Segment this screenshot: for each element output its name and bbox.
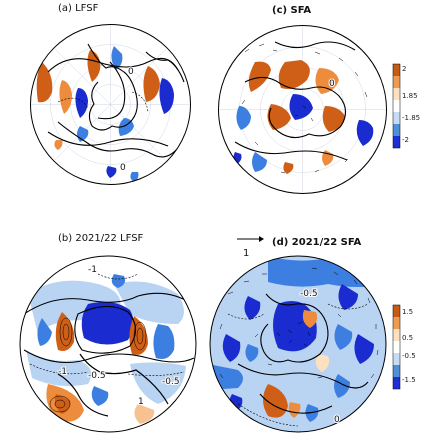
anomaly-patch (59, 80, 72, 114)
contour-line (23, 292, 193, 315)
panel-c-map: 0 (218, 25, 387, 194)
panel-d-map: -0.5 0 (209, 255, 387, 433)
anomaly-patch (134, 404, 155, 424)
colorbar-tick: -1.85 (402, 114, 420, 122)
coastline (79, 353, 169, 405)
panel-c-title: (c) SFA (272, 5, 312, 16)
contour-line (47, 57, 179, 73)
anomaly-patch (111, 46, 123, 70)
coastline (57, 373, 109, 417)
anomaly-patch (129, 316, 148, 355)
anomaly-patch (153, 324, 175, 359)
anomaly-patch (111, 274, 126, 288)
anomaly-patch (322, 106, 345, 132)
panel-b-map: -1 -1 -0.5 -0.5 1 (19, 255, 197, 433)
coastline (260, 293, 329, 363)
colorbar-swatch (393, 365, 400, 377)
colorbar-swatch (393, 353, 400, 365)
colorbar-bottom: 1.5 0.5 -0.5 -1.5 (392, 304, 416, 390)
panel-b-title: (b) 2021/22 LFSF (58, 233, 144, 244)
coastline (234, 141, 348, 161)
contour-line (74, 305, 137, 354)
anomaly-patch (222, 334, 241, 362)
coastline (57, 121, 179, 158)
coastline (87, 43, 138, 131)
colorbar-tick: -2 (402, 136, 409, 144)
colorbar-swatch (393, 329, 400, 341)
anomaly-patch (143, 66, 160, 102)
panel-a-title: (a) LFSF (58, 3, 99, 14)
colorbar-swatch (393, 377, 400, 389)
anomaly-patch (54, 140, 63, 150)
anomaly-patch (106, 166, 117, 178)
contour-label: -0.5 (162, 377, 180, 387)
colorbar-tick: 1.85 (402, 92, 418, 100)
anomaly-patch (248, 61, 271, 92)
coastline (259, 393, 333, 414)
anomaly-patch (37, 318, 52, 346)
anomaly-patch (288, 402, 301, 418)
anomaly-patch (334, 374, 350, 398)
contour-label: -1 (88, 265, 97, 275)
anomaly-patch (356, 120, 374, 146)
anomaly-patch (315, 354, 330, 372)
anomaly-patch (75, 88, 88, 118)
colorbar-swatch (393, 124, 400, 136)
anomaly-patch (252, 152, 267, 172)
coastline (244, 76, 347, 139)
contour-label: -1 (58, 367, 67, 377)
colorbar-swatch (393, 136, 400, 148)
contour-label: 0 (329, 79, 335, 89)
contour-label: -0.5 (300, 289, 318, 299)
contour-label: 0 (128, 67, 134, 77)
contour-label: 0 (120, 163, 126, 173)
coastline (274, 41, 356, 51)
anomaly-patch (338, 284, 358, 310)
reference-vector-label: 1 (243, 248, 250, 259)
colorbar-swatch (393, 305, 400, 317)
anomaly-patch (91, 386, 109, 406)
anomaly-patch (354, 334, 374, 364)
colorbar-tick: 1.5 (402, 308, 413, 316)
colorbar-swatch (393, 100, 400, 112)
anomaly-patch (289, 94, 313, 120)
anomaly-patch (130, 172, 139, 182)
anomaly-patch (54, 394, 71, 414)
anomaly-patch (283, 162, 294, 174)
contour-label: 1 (138, 397, 144, 407)
colorbar-swatch (393, 112, 400, 124)
anomaly-patch (81, 302, 134, 345)
colorbar-swatch (393, 64, 400, 76)
contour-line (97, 61, 126, 120)
contour-line (47, 131, 169, 147)
contour-line (23, 349, 195, 363)
panel-d-title: (d) 2021/22 SFA (272, 237, 362, 248)
colorbar-tick: 0.5 (402, 334, 413, 342)
colorbar-tick: 2 (402, 65, 406, 73)
anomaly-patch (236, 106, 251, 130)
anomaly-patch (245, 344, 259, 362)
colorbar-swatch (393, 341, 400, 353)
panel-a-map: 0 0 (30, 24, 191, 185)
anomaly-patch (278, 60, 310, 89)
anomaly-patch (130, 362, 186, 404)
anomaly-patch (244, 296, 261, 320)
coastline (237, 363, 369, 389)
anomaly-patch (159, 78, 174, 114)
reference-vector-arrow (237, 236, 264, 242)
colorbar-swatch (393, 88, 400, 100)
contour-label: 0 (334, 415, 340, 425)
colorbar-swatch (393, 317, 400, 329)
colorbar-tick: -1.5 (402, 376, 416, 384)
anomaly-patch (55, 312, 75, 351)
colorbar-top: 2 1.85 -1.85 -2 (392, 63, 420, 149)
anomaly-patch (334, 324, 353, 350)
contour-label: -0.5 (88, 371, 106, 381)
wind-vectors (219, 267, 379, 418)
colorbar-tick: -0.5 (402, 352, 416, 360)
colorbar-swatch (393, 76, 400, 88)
anomaly-patch (302, 310, 318, 328)
anomaly-patch (267, 104, 291, 130)
